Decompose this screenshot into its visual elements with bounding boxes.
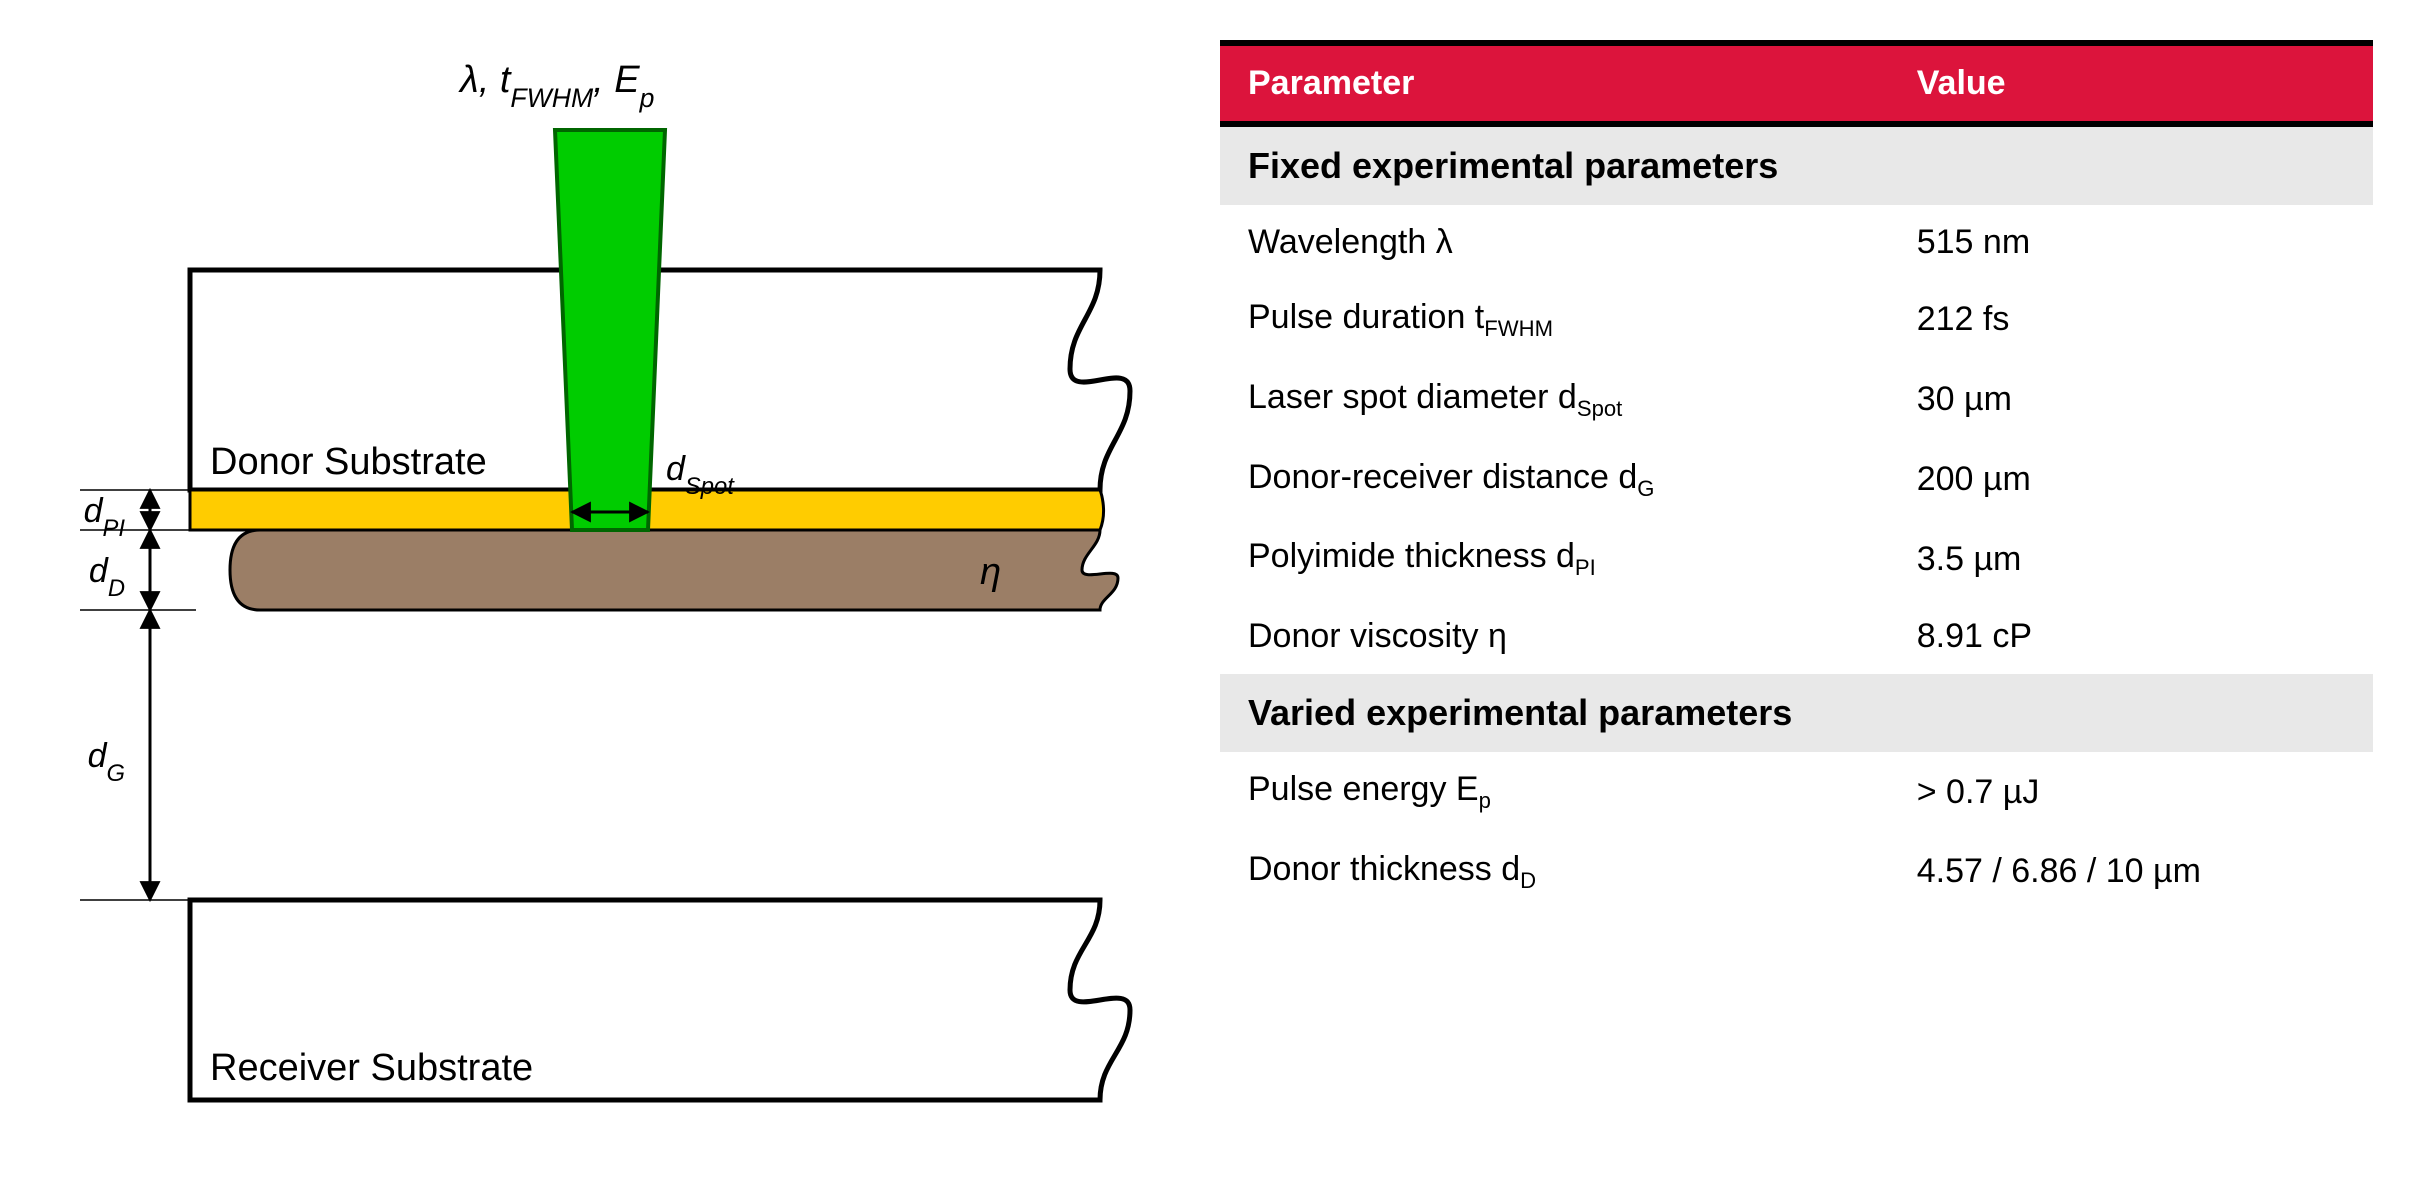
param-cell: Wavelength λ [1220, 205, 1889, 280]
param-cell: Pulse energy Ep [1220, 752, 1889, 832]
value-cell: 30 µm [1889, 360, 2373, 440]
table-row: Donor thickness dD4.57 / 6.86 / 10 µm [1220, 832, 2373, 912]
column-header-param: Parameter [1220, 43, 1889, 124]
parameters-table-panel: ParameterValue Fixed experimental parame… [1220, 40, 2373, 912]
table-row: Donor-receiver distance dG200 µm [1220, 440, 2373, 520]
donor-substrate-label: Donor Substrate [210, 441, 487, 483]
receiver-substrate-label: Receiver Substrate [210, 1047, 533, 1089]
dim-label-d-g: dG [88, 737, 125, 787]
param-cell: Pulse duration tFWHM [1220, 280, 1889, 360]
table-row: Laser spot diameter dSpot30 µm [1220, 360, 2373, 440]
table-row: Pulse duration tFWHM212 fs [1220, 280, 2373, 360]
value-cell: 515 nm [1889, 205, 2373, 280]
table-row: Polyimide thickness dPI3.5 µm [1220, 519, 2373, 599]
laser-beam-shape [555, 130, 665, 530]
value-cell: > 0.7 µJ [1889, 752, 2373, 832]
param-cell: Donor viscosity η [1220, 599, 1889, 674]
value-cell: 212 fs [1889, 280, 2373, 360]
value-cell: 8.91 cP [1889, 599, 2373, 674]
table-header: ParameterValue [1220, 43, 2373, 124]
section-title: Fixed experimental parameters [1220, 124, 2373, 205]
param-cell: Laser spot diameter dSpot [1220, 360, 1889, 440]
value-cell: 200 µm [1889, 440, 2373, 520]
column-header-value: Value [1889, 43, 2373, 124]
table-row: Wavelength λ515 nm [1220, 205, 2373, 280]
diagram-panel: dPI dD dG λ, tFWHM, Ep Donor Substrate Receiv… [40, 40, 1140, 1145]
param-cell: Polyimide thickness dPI [1220, 519, 1889, 599]
process-diagram: dPI dD dG λ, tFWHM, Ep Donor Substrate Receiv… [40, 40, 1140, 1140]
dim-label-d-pi: dPI [84, 492, 126, 542]
value-cell: 4.57 / 6.86 / 10 µm [1889, 832, 2373, 912]
section-title: Varied experimental parameters [1220, 674, 2373, 752]
table-row: Pulse energy Ep> 0.7 µJ [1220, 752, 2373, 832]
value-cell: 3.5 µm [1889, 519, 2373, 599]
parameters-table: ParameterValue Fixed experimental parame… [1220, 40, 2373, 912]
dim-label-d-d: dD [89, 552, 125, 602]
laser-params-label: λ, tFWHM, Ep [458, 59, 654, 113]
param-cell: Donor thickness dD [1220, 832, 1889, 912]
param-cell: Donor-receiver distance dG [1220, 440, 1889, 520]
table-row: Donor viscosity η8.91 cP [1220, 599, 2373, 674]
eta-label: η [980, 551, 1001, 593]
table-body: Fixed experimental parametersWavelength … [1220, 124, 2373, 912]
